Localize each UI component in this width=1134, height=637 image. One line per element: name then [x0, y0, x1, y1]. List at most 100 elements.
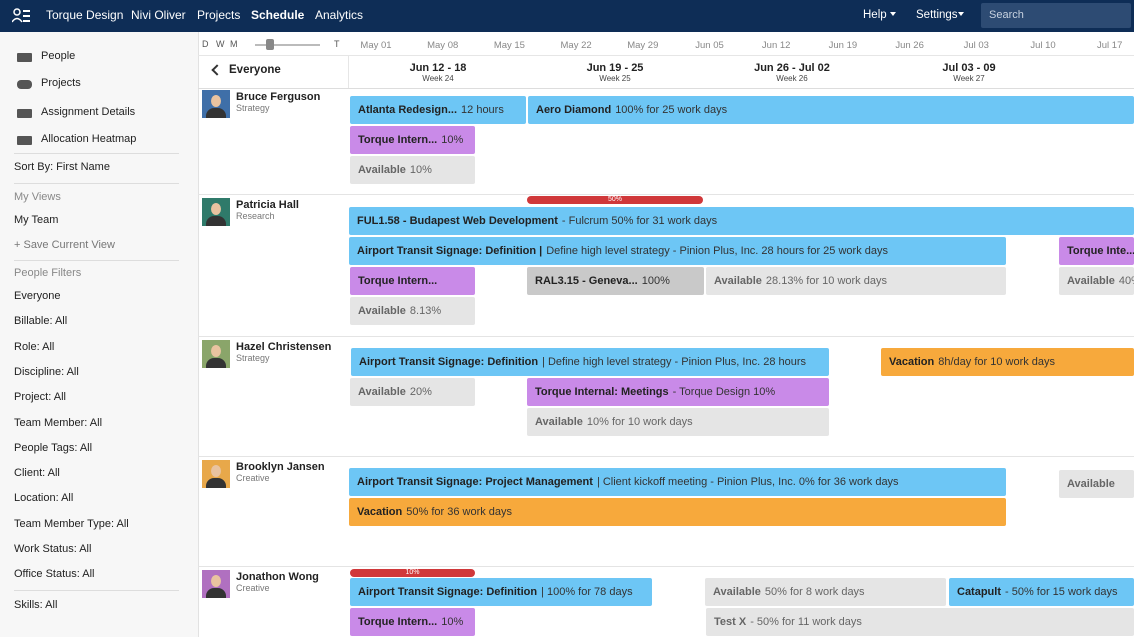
avatar[interactable]: [202, 570, 230, 598]
avatar-body: [206, 478, 226, 488]
bar-title: Test X: [714, 616, 747, 628]
nav-icon: [17, 136, 32, 145]
filter[interactable]: Office Status: All: [14, 568, 95, 581]
bar-detail: | 100% for 78 days: [541, 586, 633, 598]
top-bar: [0, 0, 1134, 32]
person-role: Strategy: [236, 353, 270, 363]
assignment-bar[interactable]: Atlanta Redesign... 12 hours: [350, 96, 526, 124]
assignment-bar[interactable]: Aero Diamond 100% for 25 work days: [528, 96, 1134, 124]
zoom-option[interactable]: M: [230, 39, 238, 49]
bar-detail: 28.13% for 10 work days: [765, 275, 887, 287]
avatar[interactable]: [202, 90, 230, 118]
assignment-bar[interactable]: RAL3.15 - Geneva... 100%: [527, 267, 704, 295]
date-label: Jul 03: [963, 40, 989, 51]
assignment-bar[interactable]: Airport Transit Signage: Definition | Def…: [351, 348, 829, 376]
caret: [958, 12, 964, 19]
bar-detail: - Torque Design 10%: [672, 386, 776, 398]
bar-detail: Define high level strategy - Pinion Plus…: [546, 245, 888, 257]
assignment-bar[interactable]: Available: [1059, 470, 1134, 498]
help-menu[interactable]: Help: [863, 9, 887, 21]
bar-detail: | Client kickoff meeting - Pinion Plus, …: [596, 476, 899, 488]
assignment-bar[interactable]: Catapult - 50% for 15 work days: [949, 578, 1134, 606]
view-link[interactable]: My Team: [14, 214, 59, 226]
search-placeholder: Search: [989, 9, 1024, 21]
divider: [14, 183, 179, 184]
person-name[interactable]: Jonathon Wong: [236, 571, 319, 583]
avatar[interactable]: [202, 340, 230, 368]
nav-item[interactable]: Nivi Oliver: [131, 8, 186, 22]
sidebar-link[interactable]: Assignment Details: [41, 106, 136, 118]
sidebar-link[interactable]: Allocation Heatmap: [41, 133, 137, 145]
sidebar-link[interactable]: Projects: [41, 77, 81, 89]
back-arrow[interactable]: [211, 64, 223, 76]
filter[interactable]: Role: All: [14, 340, 55, 353]
filter[interactable]: Skills: All: [14, 599, 58, 611]
bar-title: Available: [1067, 275, 1115, 287]
bar-title: Torque Intern...: [358, 134, 438, 146]
bar-detail: 8h/day for 10 work days: [938, 356, 1056, 368]
person-name[interactable]: Patricia Hall: [236, 199, 299, 211]
assignment-bar[interactable]: Torque Intern... 10%: [350, 126, 475, 154]
divider: [14, 153, 179, 154]
assignment-bar[interactable]: Available 28.13% for 10 work days: [706, 267, 1006, 295]
settings-menu[interactable]: Settings: [916, 9, 958, 21]
assignment-bar[interactable]: Available 50% for 8 work days: [705, 578, 946, 606]
avatar[interactable]: [202, 198, 230, 226]
filter[interactable]: Client: All: [14, 467, 60, 480]
sidebar-link[interactable]: People: [41, 50, 76, 62]
assignment-bar[interactable]: Test X- 50% for 11 work days: [706, 608, 1134, 636]
assignment-bar[interactable]: Available 8.13%: [350, 297, 475, 325]
nav-item[interactable]: Projects: [197, 8, 241, 22]
assignment-bar[interactable]: Available 10% for 10 work days: [527, 408, 829, 436]
bar-title: Airport Transit Signage: Project Managem…: [357, 476, 593, 488]
zoom-option[interactable]: T: [334, 39, 340, 49]
nav-item[interactable]: Schedule: [251, 8, 305, 22]
assignment-bar[interactable]: Torque Internal: Meetings - Torque Design…: [527, 378, 829, 406]
filter[interactable]: Location: All: [14, 492, 74, 505]
overload-bar: 50%: [527, 196, 703, 204]
zoom-option[interactable]: D: [202, 39, 209, 49]
assignment-bar[interactable]: FUL1.58 - Budapest Web Development - Fulc…: [349, 207, 1134, 235]
bar-title: Atlanta Redesign...: [358, 104, 458, 116]
zoom-option[interactable]: W: [216, 39, 225, 49]
avatar[interactable]: [202, 460, 230, 488]
assignment-bar[interactable]: Torque Inte...: [1059, 237, 1134, 265]
assignment-bar[interactable]: Airport Transit Signage: Definition | Def…: [349, 237, 1006, 265]
nav-item[interactable]: Analytics: [315, 8, 364, 22]
filter[interactable]: Everyone: [14, 290, 61, 302]
person-role: Research: [236, 211, 275, 221]
search-box[interactable]: [981, 3, 1131, 28]
filter[interactable]: Billable: All: [14, 315, 68, 328]
person-name[interactable]: Hazel Christensen: [236, 341, 332, 353]
bar-title: Available: [535, 416, 583, 428]
assignment-bar[interactable]: Torque Intern...: [350, 267, 475, 295]
view-link[interactable]: + Save Current View: [14, 239, 115, 251]
filter[interactable]: People Tags: All: [14, 441, 93, 454]
group-label[interactable]: Everyone: [229, 64, 281, 76]
filter[interactable]: Work Status: All: [14, 543, 92, 555]
date-label: Jun 26: [895, 40, 924, 51]
bar-detail: 10%: [441, 616, 464, 628]
nav-item[interactable]: Torque Design: [46, 8, 124, 22]
person-name[interactable]: Brooklyn Jansen: [236, 461, 325, 473]
filter[interactable]: Team Member Type: All: [14, 517, 129, 530]
avatar-body: [206, 358, 226, 368]
filter[interactable]: Discipline: All: [14, 365, 79, 378]
assignment-bar[interactable]: Vacation 50% for 36 work days: [349, 498, 1006, 526]
sort-control[interactable]: Sort By: First Name: [14, 161, 110, 173]
logo-icon: [12, 8, 30, 23]
assignment-bar[interactable]: Airport Transit Signage: Definition | 100…: [350, 578, 652, 606]
bar-title: Available: [713, 586, 761, 598]
assignment-bar[interactable]: Torque Intern... 10%: [350, 608, 475, 636]
assignment-bar[interactable]: Airport Transit Signage: Project Managem…: [349, 468, 1006, 496]
assignment-bar[interactable]: Available 10%: [350, 156, 475, 184]
nav-icon: [17, 80, 32, 89]
person-name[interactable]: Bruce Ferguson: [236, 91, 321, 103]
assignment-bar[interactable]: Available 20%: [350, 378, 475, 406]
zoom-handle[interactable]: [266, 39, 274, 50]
assignment-bar[interactable]: Vacation 8h/day for 10 work days: [881, 348, 1134, 376]
filter[interactable]: Project: All: [14, 391, 66, 404]
filter[interactable]: Team Member: All: [14, 416, 103, 429]
